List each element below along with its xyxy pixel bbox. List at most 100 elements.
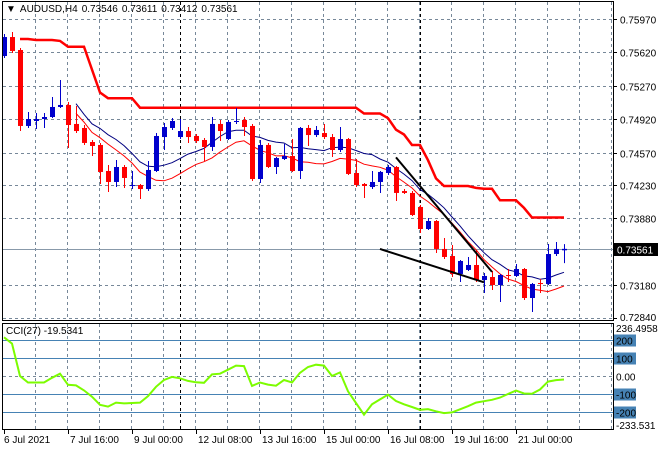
candle-body (114, 166, 119, 182)
bear-candle (474, 250, 479, 282)
open-value: 0.73546 (81, 4, 118, 15)
time-tick-label: 19 Jul 16:00 (454, 435, 509, 446)
candle-body (418, 206, 423, 230)
bull-candle (546, 244, 551, 286)
triangle-down-icon[interactable]: ▼ (6, 4, 16, 15)
current-price-box (614, 243, 658, 256)
candle-body (202, 139, 207, 147)
candle-body (2, 37, 7, 57)
grid (3, 2, 613, 429)
candle-body (266, 144, 271, 167)
bear-candle (434, 219, 439, 253)
bear-candle (138, 183, 143, 199)
bear-candle (394, 166, 399, 201)
candle-body (346, 139, 351, 174)
candle-body (186, 131, 191, 138)
cci-header: CCI(27) -19.5341 (6, 326, 83, 337)
candle-body (282, 156, 287, 159)
bull-candle (498, 273, 503, 303)
candle-body (66, 104, 71, 126)
candle-body (130, 185, 135, 187)
candle-body (226, 121, 231, 140)
candle-body (178, 131, 183, 138)
candle-body (330, 137, 335, 151)
cci-value: -19.5341 (43, 326, 84, 337)
close-value: 0.73561 (201, 4, 238, 15)
candle-body (410, 192, 415, 215)
trendline (379, 248, 485, 284)
bear-candle (218, 119, 223, 142)
cci-level-box (614, 406, 636, 419)
cci-levels (3, 340, 613, 413)
moving-average-blue (75, 103, 565, 280)
bull-candle (114, 160, 119, 188)
bull-candle (458, 260, 463, 282)
bear-candle (306, 125, 311, 147)
bull-candle (178, 119, 183, 140)
cci-series (3, 336, 565, 417)
candle-body (378, 171, 383, 182)
bull-candle (298, 127, 303, 180)
bear-candle (242, 116, 247, 136)
trendlines[interactable] (379, 156, 493, 284)
candle-body (386, 166, 391, 174)
candle-body (90, 141, 95, 147)
time-axis: 6 Jul 2021 7 Jul 16:00 9 Jul 00:00 12 Jul 0… (4, 430, 573, 446)
candle-body (354, 173, 359, 186)
candle-body (490, 277, 495, 286)
bear-candle (122, 164, 127, 188)
bear-candle (82, 125, 87, 145)
price-tick-label: 0.74230 (620, 182, 657, 193)
candle-body (170, 121, 175, 128)
current-price-marker: 0.73561 (614, 243, 658, 257)
candle-body (10, 37, 15, 51)
cci-level-label: -100 (616, 391, 636, 402)
price-tick-label: 0.75620 (620, 49, 657, 60)
candle-body (154, 135, 159, 172)
candle-body (394, 166, 399, 193)
candle-body (18, 50, 23, 126)
bear-candle (290, 139, 295, 172)
candle-body (538, 283, 543, 285)
candle-body (42, 116, 47, 119)
candle-body (402, 191, 407, 193)
candle-body (450, 256, 455, 274)
bull-candle (42, 112, 47, 128)
candle-body (122, 166, 127, 178)
bear-candle (442, 237, 447, 259)
cci-level-box (614, 334, 636, 347)
bear-candle (98, 142, 103, 184)
time-tick-label: 6 Jul 2021 (4, 435, 51, 446)
bull-candle (282, 144, 287, 161)
candles (2, 31, 567, 313)
bull-candle (2, 33, 7, 59)
price-tick-label: 0.72840 (620, 313, 657, 324)
bear-candle (322, 123, 327, 140)
time-tick-label: 15 Jul 00:00 (326, 435, 381, 446)
bull-candle (274, 156, 279, 174)
candle-body (426, 221, 431, 230)
bear-candle (90, 139, 95, 157)
cci-level-label: 100 (616, 355, 633, 366)
candle-body (218, 123, 223, 132)
bear-candle (354, 158, 359, 188)
bull-candle (130, 171, 135, 190)
candle-body (522, 269, 527, 299)
bull-candle (314, 125, 319, 138)
candle-body (322, 133, 327, 138)
bull-candle (338, 127, 343, 153)
bear-candle (522, 268, 527, 301)
candle-body (474, 264, 479, 280)
bull-candle (210, 116, 215, 151)
candle-body (466, 264, 471, 270)
candle-body (338, 139, 343, 151)
cci-level-label: 0.00 (616, 373, 636, 384)
candle-body (290, 156, 295, 172)
candle-body (250, 125, 255, 180)
bear-candle (194, 133, 199, 143)
bull-candle (466, 256, 471, 272)
candle-body (530, 283, 535, 299)
price-tick-label: 0.73180 (620, 282, 657, 293)
cci-level-box (614, 352, 636, 365)
